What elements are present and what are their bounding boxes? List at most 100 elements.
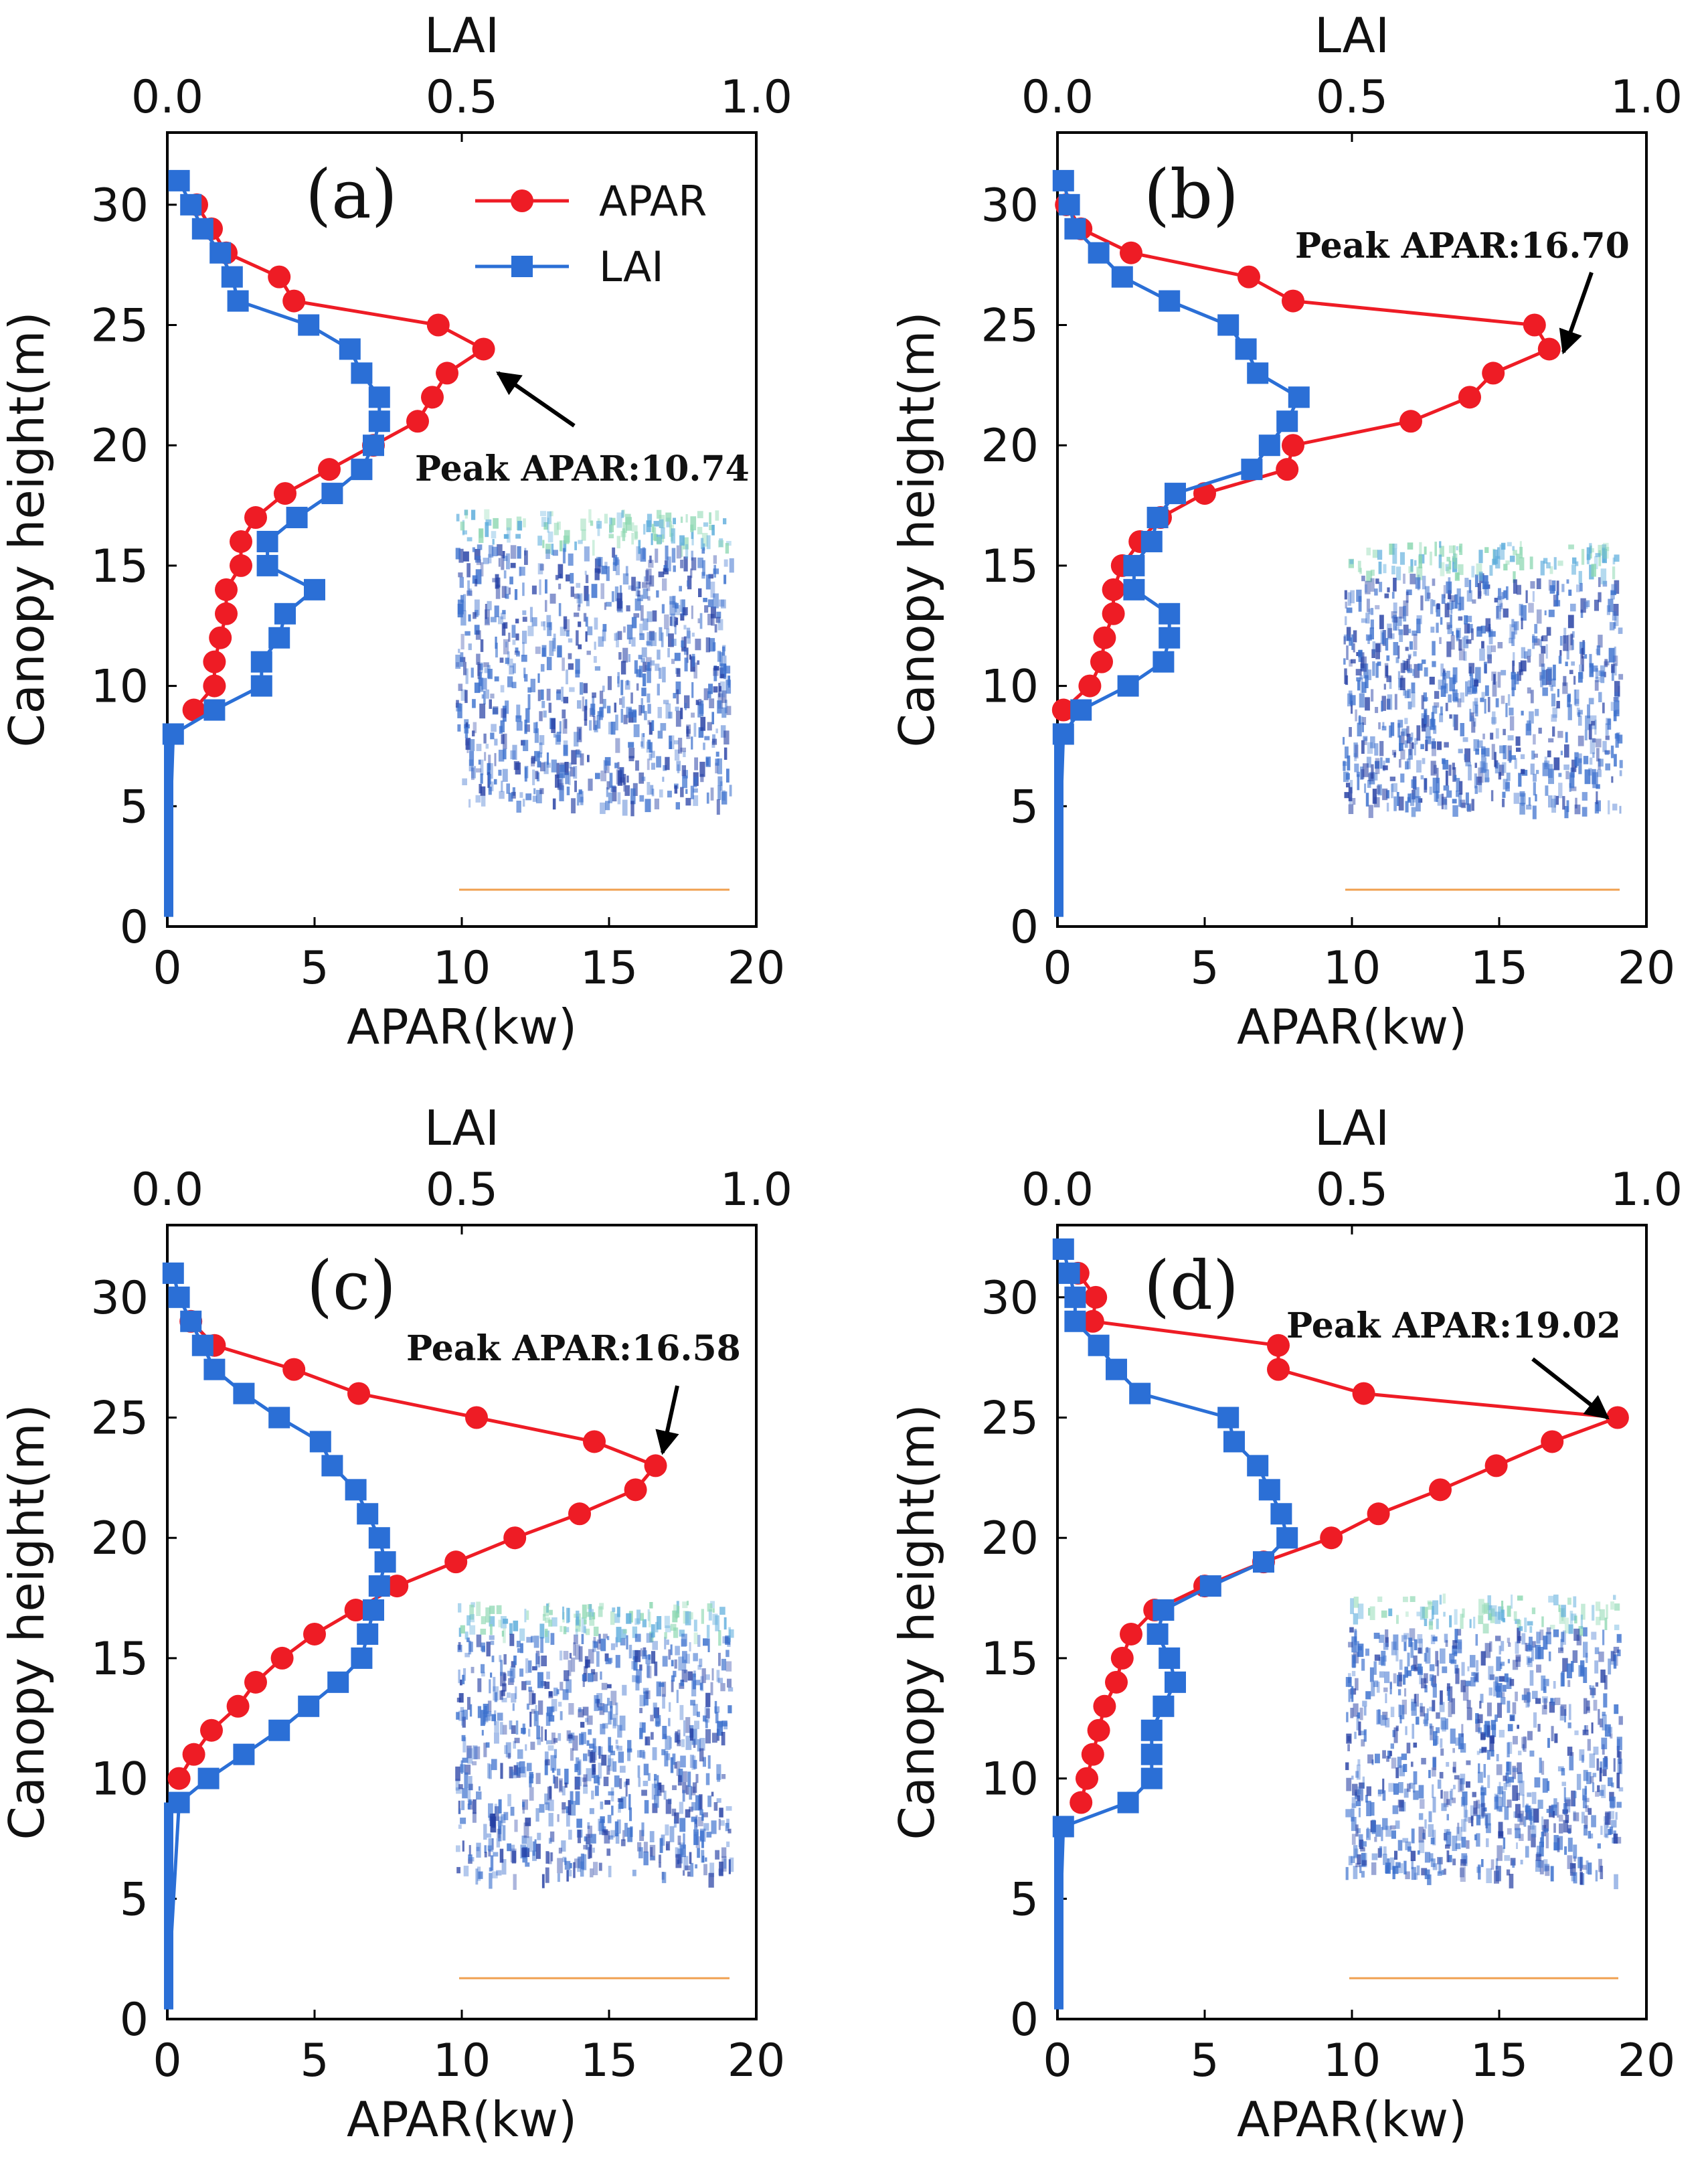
point-cloud-dot — [1587, 1739, 1591, 1751]
point-cloud-dot — [1380, 1714, 1387, 1726]
point-cloud-dot — [726, 769, 730, 783]
point-cloud-dot — [1470, 1655, 1476, 1668]
point-cloud-dot — [1436, 1727, 1440, 1733]
point-cloud-dot — [1359, 1782, 1365, 1789]
point-cloud-dot — [541, 517, 547, 527]
apar-point — [1523, 313, 1546, 337]
point-cloud-dot — [1450, 1788, 1454, 1800]
point-cloud-dot — [1356, 1764, 1361, 1780]
point-cloud-dot — [644, 710, 647, 720]
lai-point — [286, 507, 308, 529]
point-cloud-dot — [1514, 758, 1517, 769]
point-cloud-dot — [1406, 758, 1411, 769]
point-cloud-dot — [1584, 769, 1591, 785]
point-cloud-dot — [633, 724, 640, 738]
point-cloud-dot — [535, 646, 541, 654]
point-cloud-dot — [1352, 798, 1356, 805]
point-cloud-dot — [698, 727, 704, 738]
point-cloud-dot — [1452, 1748, 1455, 1753]
point-cloud-dot — [578, 621, 582, 627]
point-cloud-dot — [1489, 1641, 1492, 1652]
point-cloud-dot — [1387, 623, 1392, 640]
point-cloud-dot — [1454, 714, 1458, 730]
point-cloud-dot — [503, 1654, 507, 1665]
point-cloud-dot — [616, 1627, 622, 1643]
point-cloud-dot — [628, 756, 634, 762]
point-cloud-dot — [1441, 1803, 1447, 1812]
point-cloud-dot — [1436, 1660, 1440, 1676]
point-cloud-dot — [1397, 1799, 1403, 1808]
point-cloud-dot — [1373, 1680, 1379, 1687]
point-cloud-dot — [662, 777, 665, 782]
point-cloud-dot — [636, 546, 640, 561]
point-cloud-dot — [1416, 1716, 1420, 1725]
point-cloud-dot — [466, 1745, 472, 1759]
point-cloud-dot — [679, 1704, 684, 1720]
point-cloud-dot — [1471, 628, 1474, 641]
point-cloud-dot — [481, 1642, 485, 1652]
point-cloud-dot — [652, 1747, 657, 1761]
apar-point — [1078, 674, 1102, 698]
point-cloud-dot — [1484, 777, 1490, 782]
point-cloud-dot — [1471, 1816, 1474, 1827]
point-cloud-dot — [686, 726, 689, 737]
point-cloud-dot — [1570, 786, 1577, 791]
point-cloud-dot — [673, 1818, 677, 1828]
point-cloud-dot — [1432, 738, 1436, 744]
point-cloud-dot — [620, 1637, 626, 1646]
point-cloud-dot — [1424, 1653, 1427, 1662]
point-cloud-dot — [654, 1778, 657, 1788]
point-cloud-dot — [1418, 1638, 1423, 1654]
point-cloud-dot — [1446, 556, 1450, 562]
point-cloud-dot — [1456, 778, 1460, 792]
point-cloud-dot — [1407, 1846, 1412, 1852]
point-cloud-dot — [1615, 1812, 1618, 1820]
point-cloud-dot — [1551, 1698, 1555, 1706]
lai-point — [1159, 627, 1181, 649]
point-cloud-dot — [1452, 545, 1456, 556]
point-cloud-dot — [655, 1714, 661, 1727]
lai-point — [351, 1647, 373, 1669]
point-cloud-dot — [499, 1848, 504, 1863]
point-cloud-dot — [671, 659, 675, 664]
point-cloud-dot — [615, 1655, 620, 1668]
lai-point — [1159, 1647, 1181, 1669]
point-cloud-dot — [627, 1740, 632, 1751]
apar-point — [244, 1670, 267, 1694]
point-cloud-dot — [1419, 1669, 1423, 1684]
point-cloud-dot — [1483, 1807, 1487, 1812]
point-cloud-dot — [683, 1720, 685, 1737]
point-cloud-dot — [483, 690, 486, 705]
point-cloud-dot — [457, 599, 464, 615]
point-cloud-dot — [637, 1842, 642, 1852]
point-cloud-dot — [505, 641, 507, 648]
point-cloud-dot — [478, 1871, 483, 1879]
point-cloud-dot — [1437, 1779, 1442, 1789]
point-cloud-dot — [599, 1603, 604, 1610]
point-cloud-dot — [1351, 700, 1353, 714]
point-cloud-dot — [1487, 1595, 1491, 1611]
point-cloud-dot — [596, 521, 602, 529]
point-cloud-dot — [639, 1664, 643, 1671]
point-cloud-dot — [1428, 1621, 1434, 1630]
point-cloud-dot — [713, 593, 719, 609]
point-cloud-dot — [617, 1797, 623, 1802]
point-cloud-dot — [1343, 636, 1346, 645]
point-cloud-dot — [1440, 617, 1443, 625]
point-cloud-dot — [1359, 1707, 1363, 1720]
point-cloud-dot — [1351, 1817, 1357, 1832]
point-cloud-dot — [636, 1750, 642, 1758]
point-cloud-dot — [1432, 578, 1436, 586]
point-cloud-dot — [1408, 1637, 1413, 1648]
point-cloud-dot — [1605, 546, 1610, 552]
point-cloud-dot — [1364, 584, 1367, 593]
point-cloud-dot — [1392, 1805, 1399, 1814]
point-cloud-dot — [622, 522, 627, 534]
point-cloud-dot — [671, 528, 675, 544]
point-cloud-dot — [500, 720, 505, 732]
point-cloud-dot — [598, 1818, 604, 1832]
point-cloud-dot — [610, 1830, 615, 1838]
point-cloud-dot — [1506, 1677, 1512, 1689]
point-cloud-dot — [1605, 723, 1609, 736]
point-cloud-dot — [517, 1648, 521, 1653]
